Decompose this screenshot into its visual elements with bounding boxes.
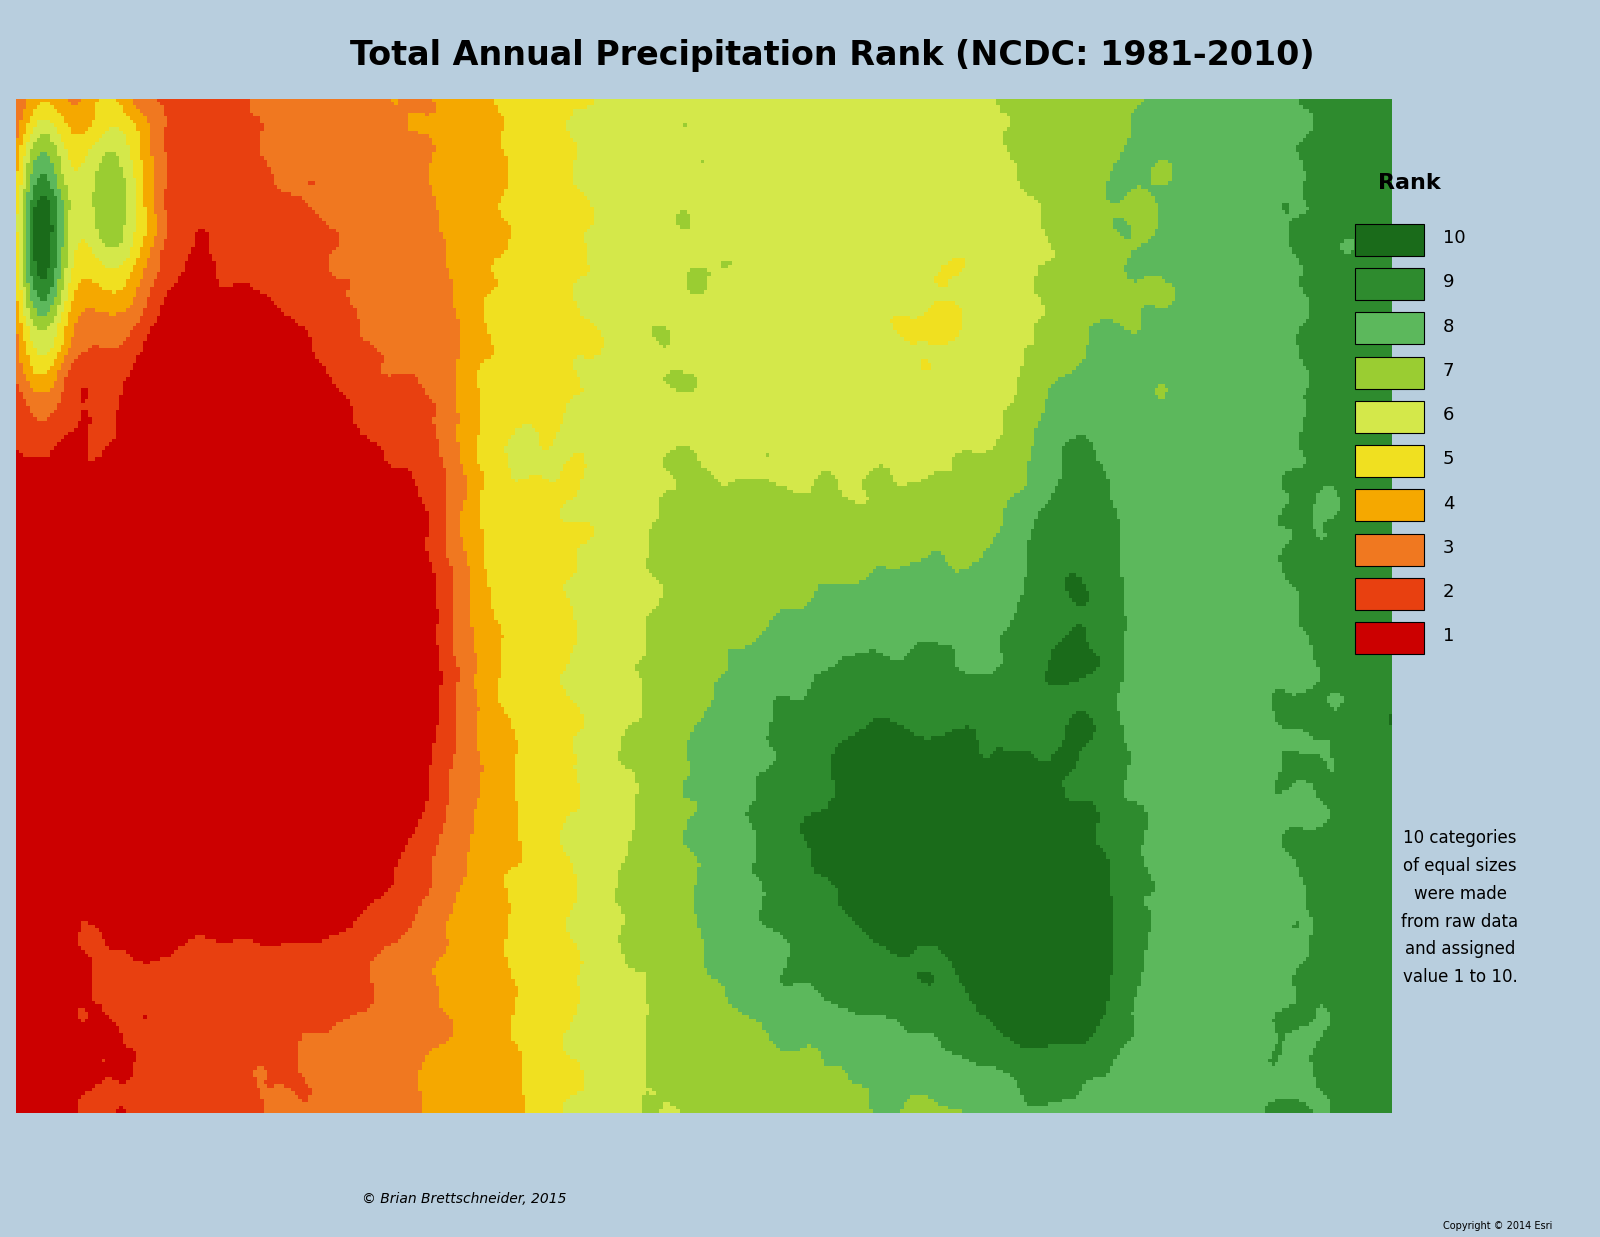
Text: 6: 6: [1443, 406, 1454, 424]
Text: 10 categories
of equal sizes
were made
from raw data
and assigned
value 1 to 10.: 10 categories of equal sizes were made f…: [1402, 829, 1518, 986]
Text: 10: 10: [1443, 229, 1466, 247]
Text: 8: 8: [1443, 318, 1454, 335]
Text: 4: 4: [1443, 495, 1454, 512]
Text: © Brian Brettschneider, 2015: © Brian Brettschneider, 2015: [362, 1192, 566, 1206]
Bar: [1355, 401, 1424, 433]
Bar: [1355, 578, 1424, 610]
Bar: [1355, 490, 1424, 521]
Text: 5: 5: [1443, 450, 1454, 469]
Text: 9: 9: [1443, 273, 1454, 292]
Text: 2: 2: [1443, 583, 1454, 601]
Bar: [1355, 313, 1424, 344]
Text: Rank: Rank: [1378, 173, 1440, 193]
Text: 1: 1: [1443, 627, 1454, 646]
Bar: [1355, 533, 1424, 565]
Text: 7: 7: [1443, 362, 1454, 380]
Bar: [1355, 622, 1424, 654]
Bar: [1355, 445, 1424, 477]
Text: 3: 3: [1443, 539, 1454, 557]
Text: Copyright © 2014 Esri: Copyright © 2014 Esri: [1443, 1221, 1552, 1231]
Bar: [1355, 268, 1424, 301]
Bar: [1355, 356, 1424, 388]
Bar: [1355, 224, 1424, 256]
Text: Total Annual Precipitation Rank (NCDC: 1981-2010): Total Annual Precipitation Rank (NCDC: 1…: [350, 40, 1314, 72]
